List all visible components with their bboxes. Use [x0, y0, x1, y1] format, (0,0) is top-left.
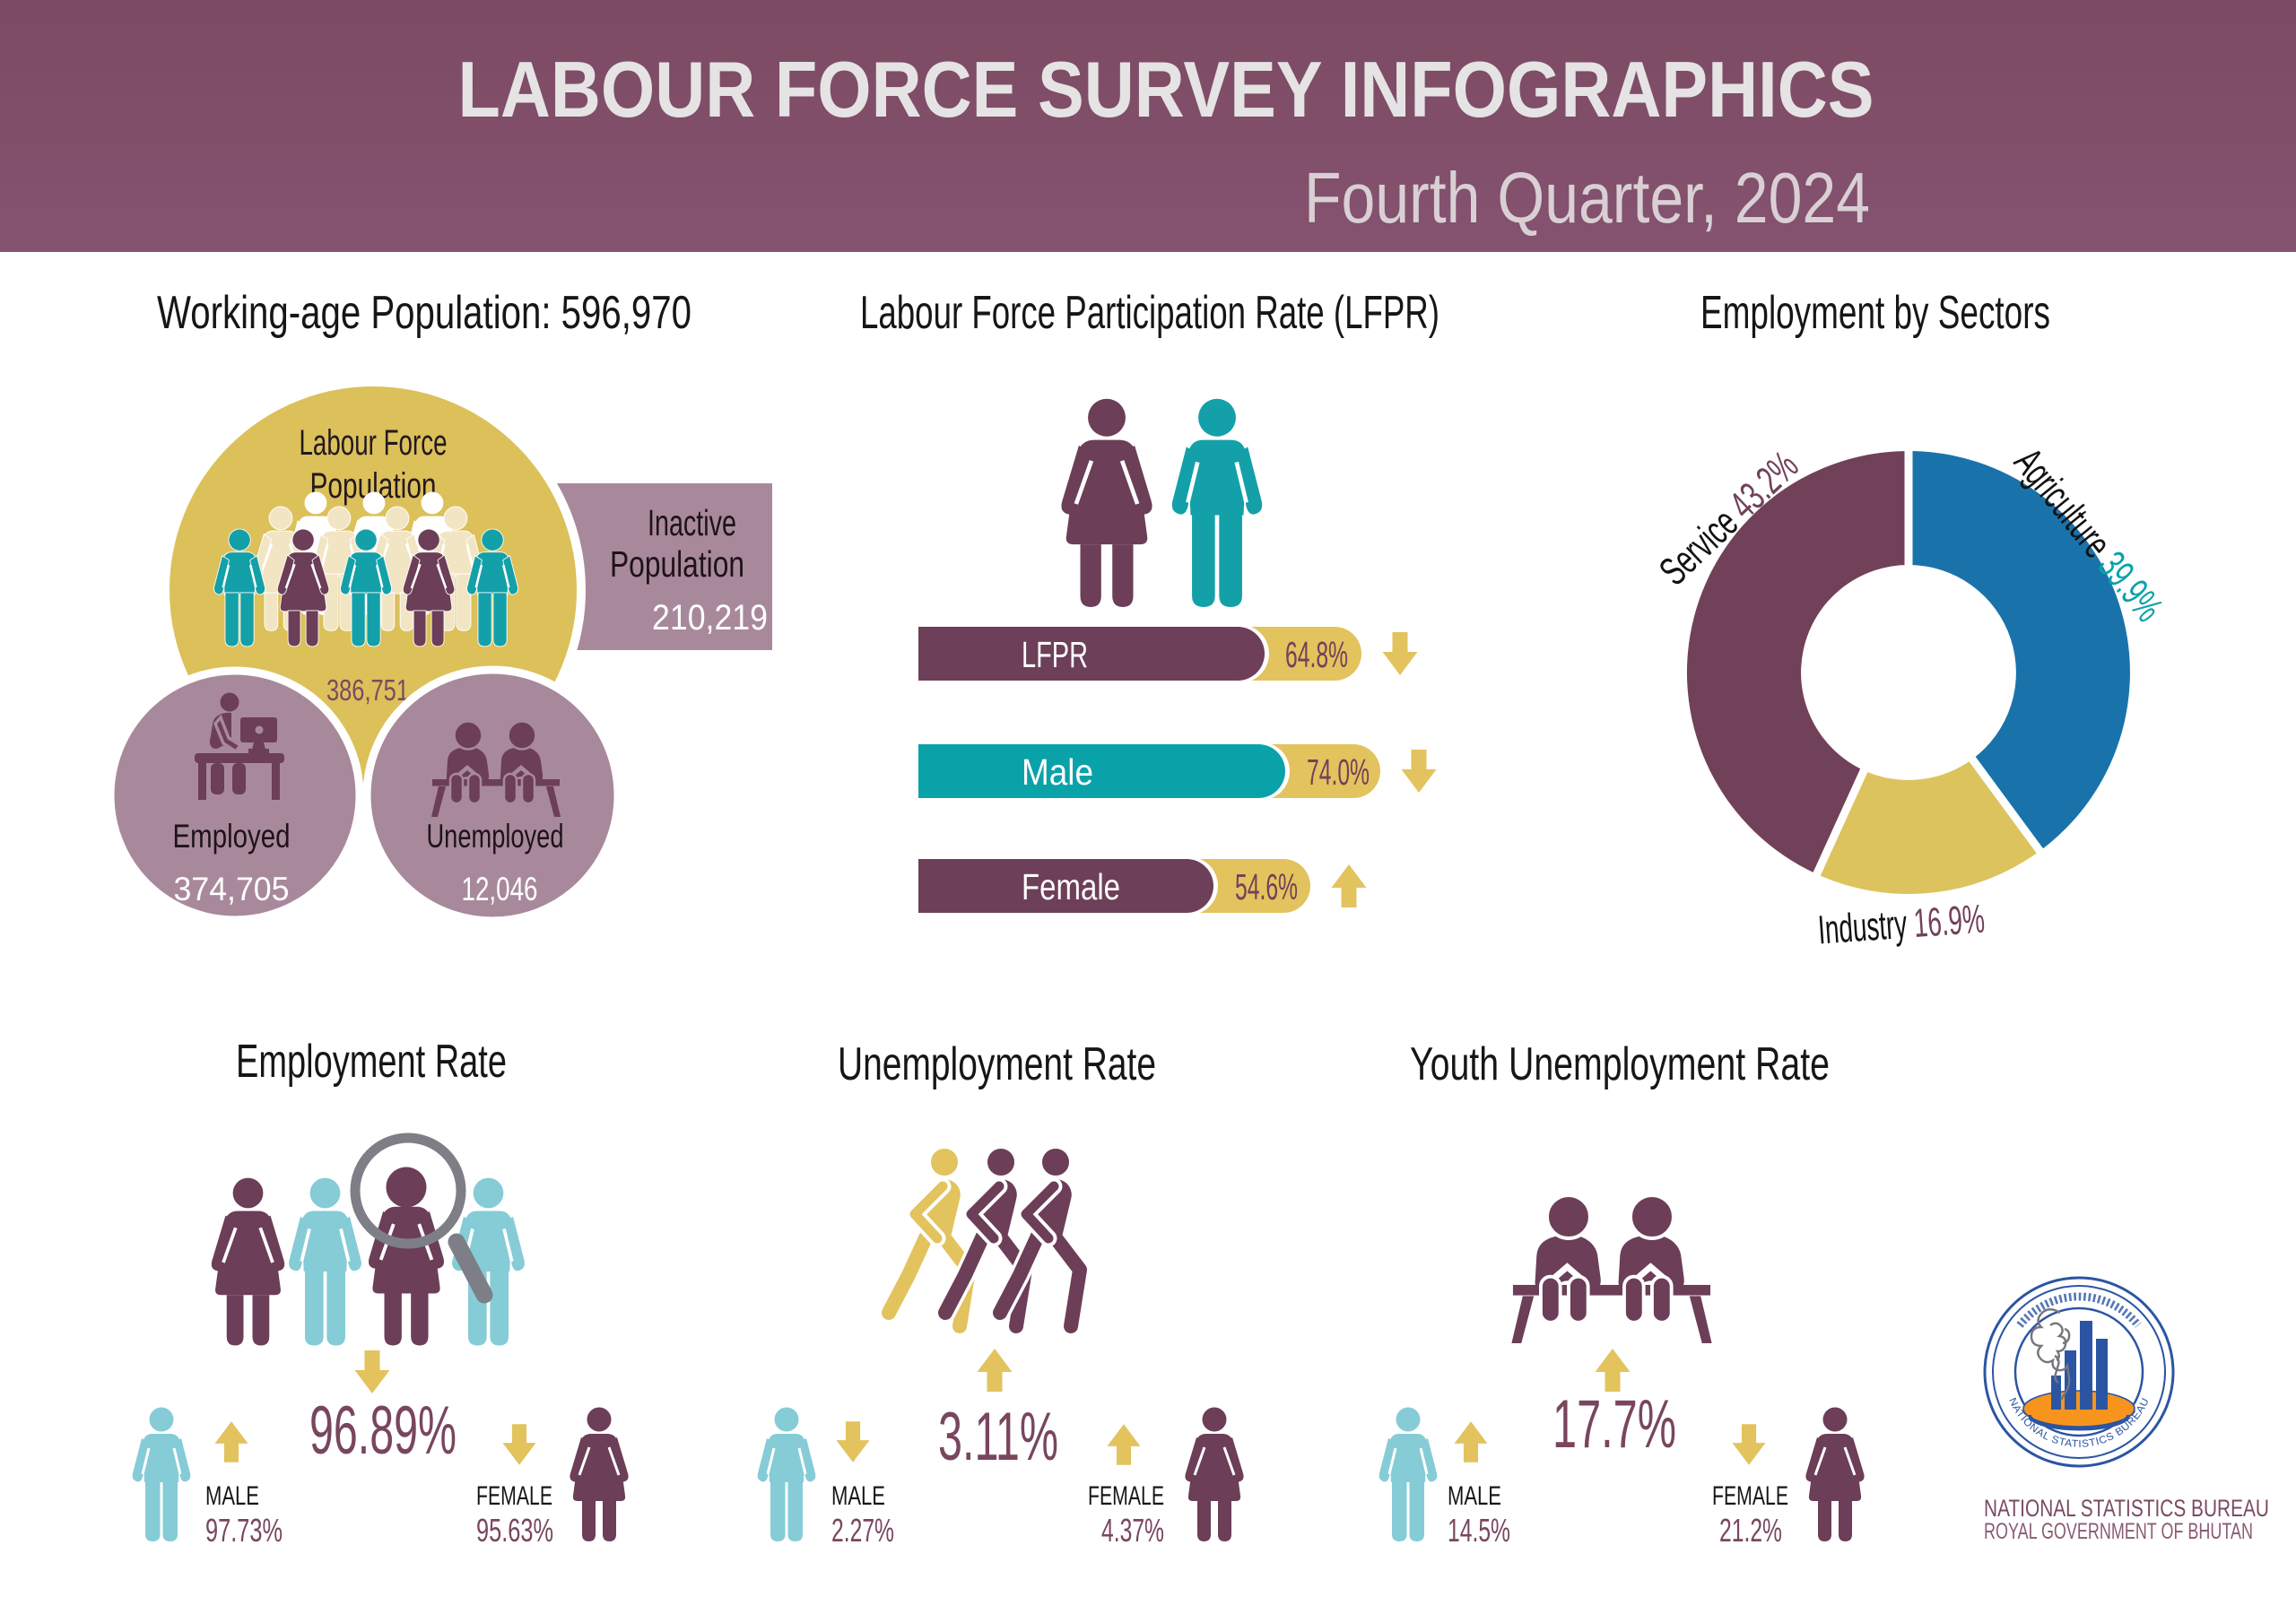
svg-text:Male: Male: [1022, 751, 1093, 793]
svg-text:74.0%: 74.0%: [1307, 751, 1370, 793]
svg-text:FEMALE: FEMALE: [1712, 1481, 1788, 1511]
svg-text:FEMALE: FEMALE: [1088, 1481, 1164, 1511]
svg-text:54.6%: 54.6%: [1235, 866, 1298, 907]
svg-text:MALE: MALE: [205, 1481, 259, 1511]
svg-text:386,751: 386,751: [326, 673, 409, 707]
svg-text:210,219: 210,219: [652, 598, 768, 638]
svg-text:Female: Female: [1022, 866, 1120, 907]
svg-text:12,046: 12,046: [462, 871, 538, 907]
svg-text:64.8%: 64.8%: [1285, 634, 1348, 675]
svg-text:Employment by Sectors: Employment by Sectors: [1700, 287, 2050, 339]
svg-text:4.37%: 4.37%: [1101, 1512, 1164, 1549]
svg-text:95.63%: 95.63%: [476, 1512, 553, 1549]
svg-text:Labour Force: Labour Force: [300, 423, 448, 463]
svg-text:2.27%: 2.27%: [831, 1512, 894, 1549]
svg-text:MALE: MALE: [1448, 1481, 1501, 1511]
svg-text:14.5%: 14.5%: [1448, 1512, 1510, 1549]
svg-text:Working-age Population: 596,97: Working-age Population: 596,970: [157, 287, 691, 339]
svg-text:374,705: 374,705: [174, 871, 290, 907]
svg-text:Youth Unemployment Rate: Youth Unemployment Rate: [1410, 1038, 1830, 1090]
svg-text:Industry 16.9%: Industry 16.9%: [1816, 896, 1986, 953]
svg-text:Population: Population: [610, 543, 744, 585]
svg-text:Employed: Employed: [173, 818, 291, 855]
svg-text:Labour Force Participation Rat: Labour Force Participation Rate (LFPR): [860, 287, 1439, 339]
svg-text:Employment Rate: Employment Rate: [236, 1036, 507, 1088]
svg-text:96.89%: 96.89%: [309, 1393, 457, 1469]
svg-text:NATIONAL STATISTICS BUREAU: NATIONAL STATISTICS BUREAU: [1984, 1495, 2269, 1522]
svg-text:LABOUR FORCE SURVEY INFOGRAPHI: LABOUR FORCE SURVEY INFOGRAPHICS: [458, 45, 1874, 134]
svg-text:3.11%: 3.11%: [938, 1399, 1058, 1475]
svg-text:Inactive: Inactive: [648, 502, 736, 543]
svg-text:17.7%: 17.7%: [1552, 1386, 1676, 1462]
svg-text:Unemployed: Unemployed: [427, 818, 564, 855]
svg-text:LFPR: LFPR: [1022, 634, 1088, 675]
svg-text:Unemployment Rate: Unemployment Rate: [838, 1038, 1156, 1090]
svg-text:97.73%: 97.73%: [205, 1512, 283, 1549]
svg-text:Fourth Quarter, 2024: Fourth Quarter, 2024: [1304, 158, 1870, 238]
svg-text:ROYAL GOVERNMENT OF BHUTAN: ROYAL GOVERNMENT OF BHUTAN: [1984, 1519, 2253, 1544]
svg-text:FEMALE: FEMALE: [476, 1481, 552, 1511]
svg-text:21.2%: 21.2%: [1719, 1512, 1782, 1549]
svg-text:MALE: MALE: [831, 1481, 885, 1511]
